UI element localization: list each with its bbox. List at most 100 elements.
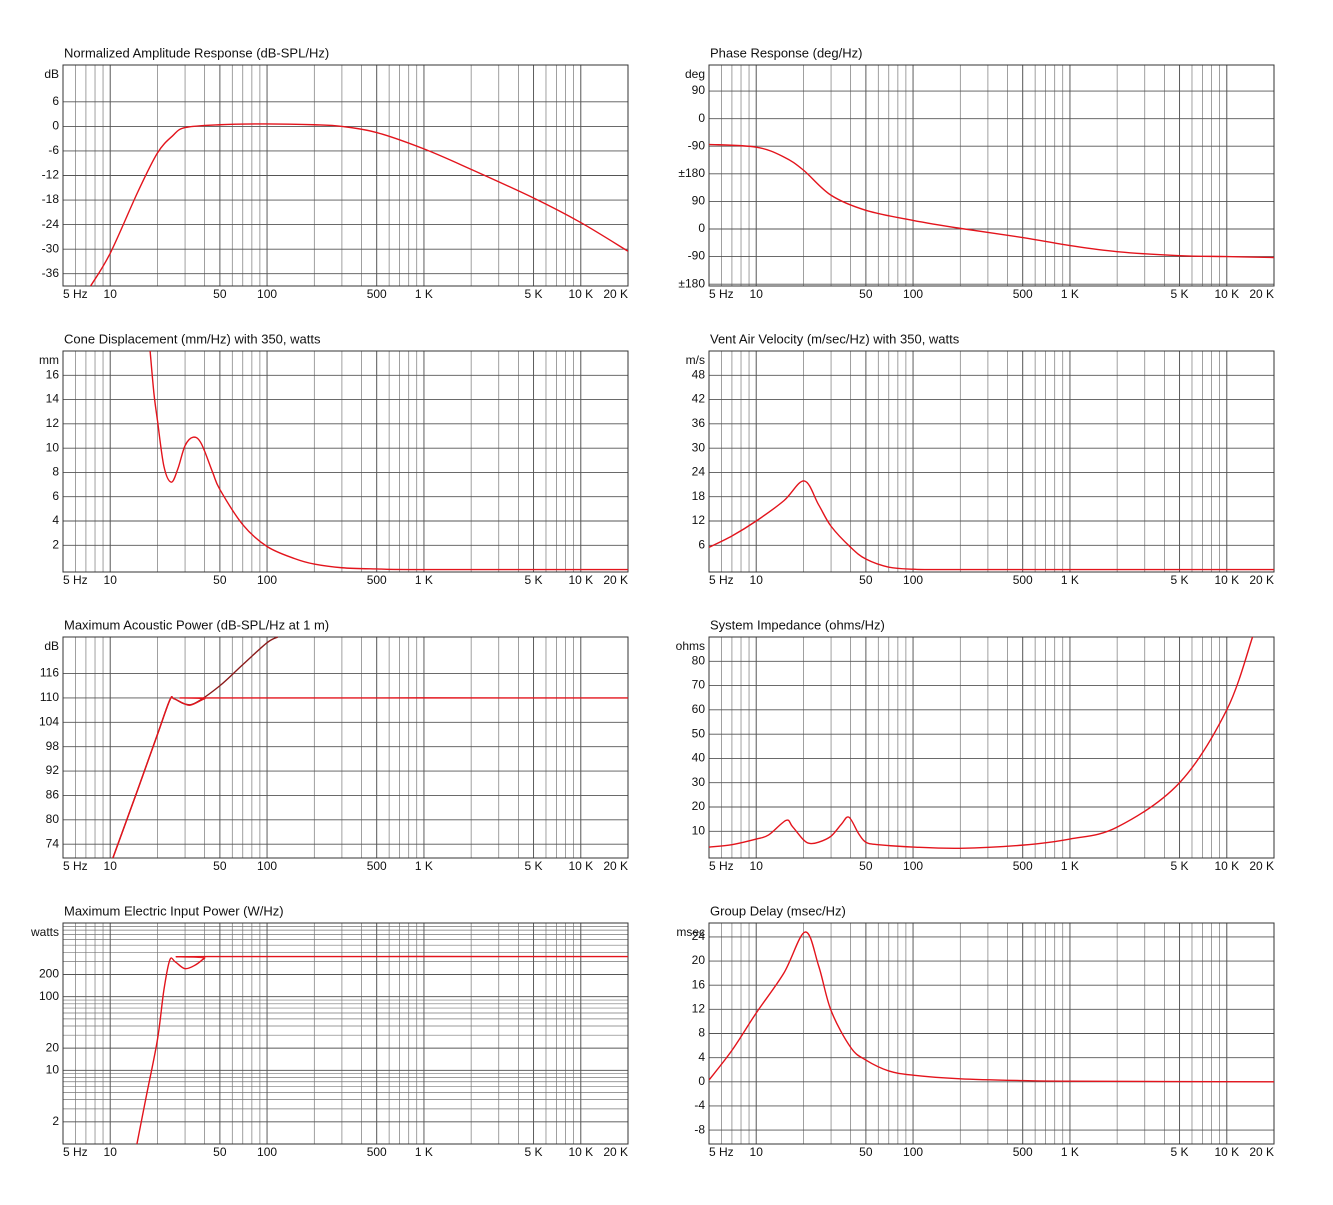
x-tick-label: 1 K xyxy=(415,287,433,301)
plot-frame xyxy=(62,636,629,859)
data-line xyxy=(90,123,628,287)
y-tick-label: 90 xyxy=(692,83,706,97)
plot-frame xyxy=(62,350,629,573)
x-tick-label: 5 K xyxy=(1171,859,1189,873)
y-tick-label: 18 xyxy=(692,489,706,503)
plot-frame xyxy=(708,636,1275,859)
x-tick-label: 5 Hz xyxy=(63,573,88,587)
x-tick-label: 5 Hz xyxy=(63,859,88,873)
x-tick-label: 5 Hz xyxy=(709,287,734,301)
x-tick-label: 1 K xyxy=(1061,287,1079,301)
x-tick-label: 20 K xyxy=(603,287,628,301)
y-tick-label: 98 xyxy=(46,739,60,753)
y-tick-label: 86 xyxy=(46,788,60,802)
x-tick-label: 10 xyxy=(104,573,118,587)
y-tick-label: 100 xyxy=(39,989,59,1003)
y-tick-label: 10 xyxy=(692,823,706,837)
y-tick-label: ±180 xyxy=(678,276,705,290)
x-tick-label: 1 K xyxy=(1061,573,1079,587)
chart-title: Vent Air Velocity (m/sec/Hz) with 350, w… xyxy=(710,331,960,346)
y-tick-label: 10 xyxy=(46,440,60,454)
plot-frame xyxy=(708,922,1275,1145)
chart-panel: 5 Hz 10 50 100 500 1 K 5 K 10 K 20 K 116 110 104 98 9… xyxy=(39,617,629,873)
x-tick-label: 10 K xyxy=(1214,287,1239,301)
x-tick-label: 50 xyxy=(859,287,873,301)
y-tick-label: 2 xyxy=(52,537,59,551)
x-tick-label: 20 K xyxy=(1249,287,1274,301)
y-tick-label: 16 xyxy=(46,367,60,381)
y-tick-label: ±180 xyxy=(678,166,705,180)
y-tick-label: -30 xyxy=(42,241,60,255)
x-tick-label: 10 K xyxy=(1214,859,1239,873)
x-tick-label: 5 Hz xyxy=(709,1145,734,1159)
data-line xyxy=(112,636,279,859)
x-tick-label: 10 K xyxy=(568,573,593,587)
y-tick-label: 0 xyxy=(698,221,705,235)
x-tick-label: 10 xyxy=(750,573,764,587)
y-unit-label: mm xyxy=(39,353,59,367)
data-line xyxy=(709,931,1274,1083)
x-tick-label: 50 xyxy=(859,859,873,873)
y-tick-label: -8 xyxy=(694,1122,705,1136)
y-unit-label: dB xyxy=(44,639,59,653)
y-tick-label: -4 xyxy=(694,1098,705,1112)
x-tick-label: 5 Hz xyxy=(63,1145,88,1159)
y-tick-label: -12 xyxy=(42,168,60,182)
data-line xyxy=(709,480,1274,571)
x-tick-label: 10 xyxy=(750,287,764,301)
y-tick-label: 80 xyxy=(46,812,60,826)
data-line xyxy=(112,696,628,859)
x-tick-label: 10 xyxy=(750,859,764,873)
y-tick-label: 80 xyxy=(692,653,706,667)
x-tick-label: 100 xyxy=(257,1145,277,1159)
x-tick-label: 500 xyxy=(367,573,387,587)
y-tick-label: 92 xyxy=(46,763,60,777)
data-line xyxy=(136,955,628,1145)
y-tick-label: -36 xyxy=(42,266,60,280)
y-tick-label: 0 xyxy=(52,119,59,133)
y-tick-label: 0 xyxy=(698,1074,705,1088)
y-tick-label: 14 xyxy=(46,392,60,406)
data-line xyxy=(709,636,1254,850)
y-tick-label: 8 xyxy=(52,465,59,479)
y-tick-label: 20 xyxy=(46,1040,60,1054)
x-tick-label: 10 K xyxy=(568,1145,593,1159)
x-tick-label: 500 xyxy=(1013,859,1033,873)
x-tick-label: 5 Hz xyxy=(63,287,88,301)
x-tick-label: 20 K xyxy=(1249,1145,1274,1159)
y-tick-label: -90 xyxy=(688,138,706,152)
y-tick-label: 30 xyxy=(692,775,706,789)
chart-panel: 5 Hz 10 50 100 500 1 K 5 K 10 K 20 K 48 42 36 30 24 18… xyxy=(686,331,1275,587)
y-tick-label: -24 xyxy=(42,217,60,231)
x-tick-label: 500 xyxy=(1013,573,1033,587)
y-tick-label: 6 xyxy=(52,489,59,503)
y-tick-label: 24 xyxy=(692,465,706,479)
chart-panel: 5 Hz 10 50 100 500 1 K 5 K 10 K 20 K 24 20 16 12 8 4 0 -… xyxy=(676,903,1275,1159)
y-tick-label: 40 xyxy=(692,751,706,765)
y-tick-label: 116 xyxy=(40,666,59,680)
y-tick-label: 36 xyxy=(692,416,706,430)
x-tick-label: 5 Hz xyxy=(709,573,734,587)
x-tick-label: 500 xyxy=(1013,1145,1033,1159)
y-unit-label: watts xyxy=(30,925,59,939)
chart-title: System Impedance (ohms/Hz) xyxy=(710,617,885,632)
x-tick-label: 20 K xyxy=(1249,573,1274,587)
x-tick-label: 20 K xyxy=(603,573,628,587)
x-tick-label: 10 K xyxy=(1214,1145,1239,1159)
y-tick-label: 20 xyxy=(692,799,706,813)
y-tick-label: 42 xyxy=(692,392,706,406)
y-tick-label: 4 xyxy=(698,1050,705,1064)
chart-panel: 5 Hz 10 50 100 500 1 K 5 K 10 K 20 K 80 70 60 50 40 30… xyxy=(676,617,1275,873)
x-tick-label: 100 xyxy=(257,287,277,301)
y-tick-label: 90 xyxy=(692,194,706,208)
y-tick-label: 104 xyxy=(39,714,59,728)
x-tick-label: 50 xyxy=(859,573,873,587)
y-tick-label: 8 xyxy=(698,1026,705,1040)
x-tick-label: 500 xyxy=(367,1145,387,1159)
y-tick-label: 30 xyxy=(692,440,706,454)
y-tick-label: 12 xyxy=(692,513,706,527)
x-tick-label: 20 K xyxy=(1249,859,1274,873)
x-tick-label: 100 xyxy=(903,859,923,873)
y-tick-label: 110 xyxy=(40,690,59,704)
